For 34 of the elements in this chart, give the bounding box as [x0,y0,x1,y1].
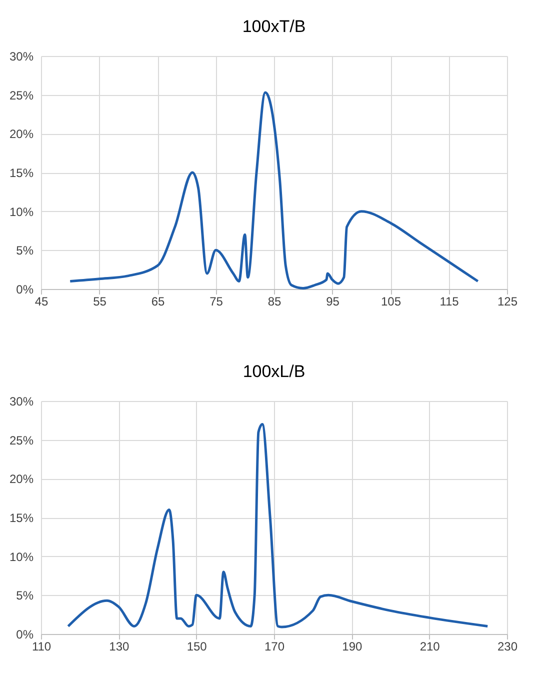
line-series [66,423,489,628]
x-tick-label: 105 [380,294,402,308]
y-tick-label: 20% [9,127,34,142]
x-tick-label: 45 [34,294,48,308]
x-tick-label: 125 [497,294,518,308]
y-tick-label: 5% [16,244,34,258]
x-tick-label: 95 [326,294,340,308]
y-tick-label: 30% [9,394,34,408]
x-tick-label: 190 [342,640,362,654]
y-tick-label: 15% [9,511,34,525]
chart-title: 100xT/B [242,17,306,36]
x-tick-label: 210 [420,640,440,654]
y-tick-label: 30% [9,50,34,64]
x-tick-label: 65 [151,294,165,308]
x-tick-label: 115 [440,294,460,308]
y-tick-label: 25% [9,88,34,102]
y-tick-label: 10% [9,550,34,564]
x-tick-label: 110 [32,640,52,654]
x-tick-label: 55 [93,294,107,308]
y-tick-label: 10% [9,204,34,219]
x-tick-label: 85 [268,294,282,308]
y-tick-label: 20% [9,472,34,486]
chart-title: 100xL/B [242,362,306,381]
line-series [68,91,480,290]
y-tick-label: 5% [16,588,34,603]
x-tick-label: 130 [109,640,130,654]
x-tick-label: 230 [497,640,518,654]
y-tick-label: 0% [16,282,34,296]
y-tick-label: 25% [9,433,34,448]
x-tick-label: 170 [264,640,285,654]
x-tick-label: 150 [186,640,208,654]
x-tick-label: 75 [210,294,224,308]
y-tick-label: 15% [9,166,34,180]
y-tick-label: 0% [16,628,34,642]
